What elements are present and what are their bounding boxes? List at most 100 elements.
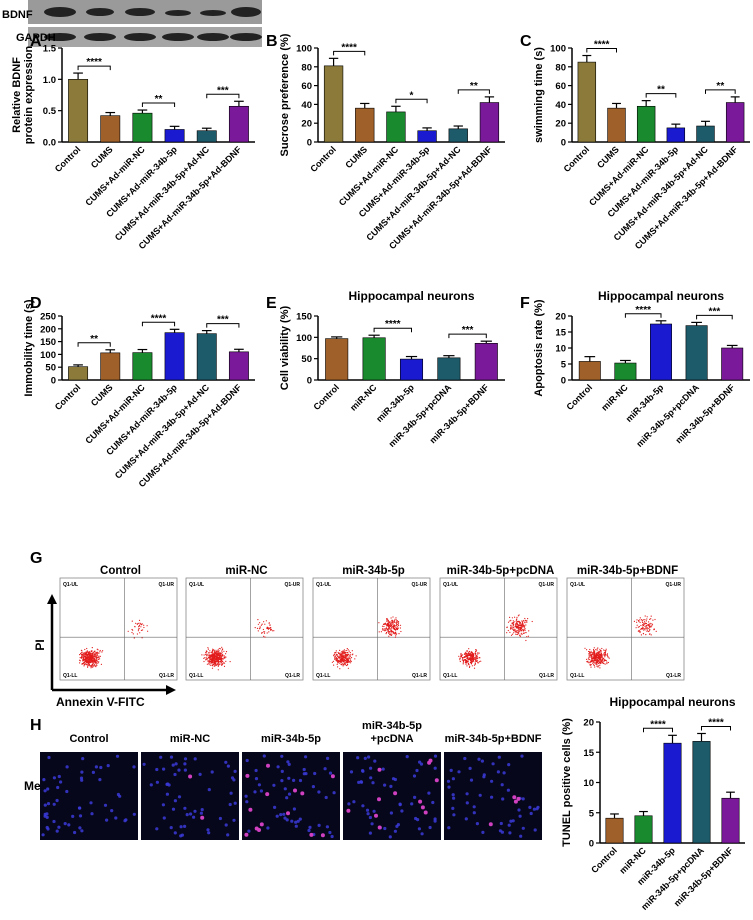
flow-event — [519, 628, 522, 630]
flow-event — [520, 626, 522, 628]
tunel-nucleus — [377, 767, 382, 772]
nucleus — [518, 814, 522, 818]
flow-event — [517, 620, 519, 622]
flow-event — [603, 651, 606, 654]
flow-event — [215, 655, 217, 657]
flow-event — [596, 650, 598, 652]
y-axis-label: swimming time (s) — [533, 47, 545, 143]
flow-event — [599, 660, 601, 663]
y-tick-label: 1.0 — [43, 75, 56, 86]
error-bar — [105, 111, 116, 116]
nucleus — [52, 776, 57, 780]
flow-event — [216, 649, 218, 651]
error-bar — [730, 96, 740, 103]
tunel-nucleus — [248, 807, 253, 812]
flow-event — [87, 664, 89, 666]
flow-event — [270, 626, 272, 629]
flow-event — [468, 666, 471, 669]
flow-event — [95, 662, 97, 664]
error-bar — [405, 355, 418, 360]
nucleus — [65, 789, 69, 794]
flow-event — [214, 664, 216, 666]
flow-event — [515, 625, 517, 627]
flow-event — [89, 665, 91, 667]
nucleus — [89, 801, 93, 805]
nucleus — [254, 768, 258, 773]
flow-event — [92, 661, 94, 663]
flow-event — [638, 620, 640, 623]
flow-event — [348, 660, 350, 662]
chart-title: Hippocampal neurons — [598, 289, 724, 303]
nucleus — [368, 831, 372, 835]
tunel-nucleus — [265, 792, 270, 797]
error-bar — [655, 320, 667, 324]
nucleus — [311, 785, 315, 789]
flow-event — [513, 629, 515, 631]
flow-event — [639, 630, 641, 633]
flow-event — [84, 660, 86, 662]
nucleus — [115, 754, 120, 758]
flow-event — [598, 665, 600, 667]
nucleus — [283, 816, 287, 820]
flow-event — [650, 618, 652, 620]
bar — [685, 325, 708, 381]
flow-event — [595, 661, 598, 663]
flow-event — [596, 664, 598, 666]
flow-event — [399, 624, 402, 626]
quadrant-label: Q1-LR — [159, 673, 174, 679]
significance-bracket — [457, 89, 490, 94]
flow-event — [393, 633, 395, 635]
flow-event — [645, 627, 647, 629]
flow-event — [394, 633, 396, 635]
tunel-nucleus — [516, 796, 521, 801]
flow-event — [221, 649, 224, 651]
y-tick-label: 20 — [583, 718, 594, 729]
nucleus — [347, 802, 351, 806]
bar — [100, 115, 121, 143]
flow-event — [601, 647, 603, 650]
flow-event — [263, 632, 266, 634]
quadrant-label: Q1-UL — [443, 582, 458, 588]
flow-event — [94, 655, 96, 657]
flow-event — [466, 650, 468, 652]
flow-event — [520, 632, 522, 635]
micrograph — [444, 752, 542, 840]
flow-event — [212, 648, 214, 650]
nucleus — [452, 813, 456, 817]
nucleus — [162, 816, 166, 820]
flow-event — [525, 620, 527, 622]
flow-event — [214, 662, 216, 665]
flow-event — [217, 649, 219, 651]
significance-label: ** — [657, 85, 665, 96]
flow-event — [87, 665, 89, 667]
flow-event — [378, 631, 380, 633]
flow-event — [466, 658, 468, 660]
flow-event — [383, 623, 385, 625]
flow-event — [93, 663, 95, 665]
y-axis-label: protein expression — [23, 46, 35, 145]
nucleus — [155, 827, 159, 831]
flow-event — [516, 629, 518, 632]
flow-event — [205, 652, 207, 654]
flow-event — [210, 651, 212, 654]
flow-event — [472, 661, 474, 663]
flow-event — [213, 656, 215, 659]
y-tick-label: 20 — [555, 119, 566, 130]
nucleus — [287, 762, 291, 767]
flow-event — [478, 657, 480, 659]
nucleus — [169, 755, 174, 759]
significance-label: **** — [385, 319, 401, 330]
flow-event — [588, 657, 590, 659]
flow-event — [518, 625, 520, 627]
significance-label: *** — [217, 85, 229, 96]
flow-event — [648, 625, 651, 627]
nucleus — [405, 755, 409, 759]
flow-event — [390, 634, 392, 636]
flow-event — [465, 659, 467, 661]
flow-event — [345, 657, 347, 660]
error-bar — [328, 57, 339, 66]
flow-event — [208, 656, 210, 659]
significance-label: **** — [86, 57, 102, 68]
nucleus — [307, 828, 311, 833]
flow-event — [513, 621, 515, 623]
